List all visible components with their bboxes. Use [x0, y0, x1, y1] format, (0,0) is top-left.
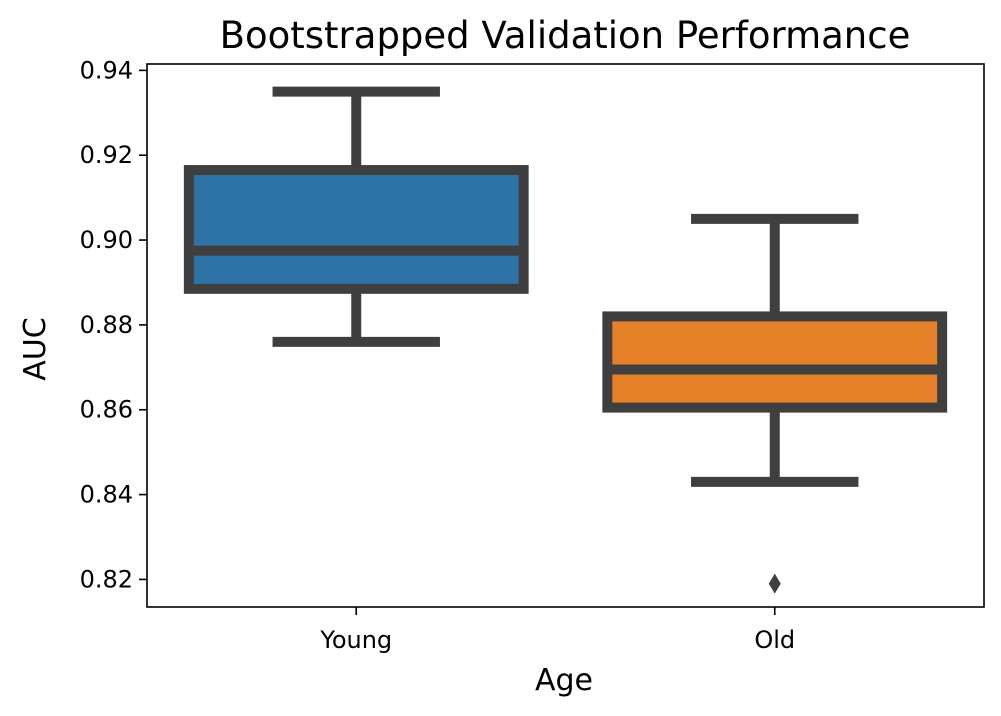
x-tick-label: Old: [754, 626, 795, 654]
box-young: [183, 86, 529, 347]
plot-frame: [146, 63, 985, 608]
iqr-box: [183, 165, 529, 294]
y-tick-label: 0.90: [80, 226, 133, 254]
y-tick-label: 0.88: [80, 311, 133, 339]
y-axis: 0.82 0.84 0.86 0.88 0.90 0.92 0.94: [80, 56, 147, 593]
y-tick-label: 0.94: [80, 56, 133, 84]
x-axis-label: Age: [535, 663, 593, 698]
y-tick-label: 0.82: [80, 565, 133, 593]
box-old: [602, 213, 948, 594]
y-axis-label: AUC: [18, 317, 53, 380]
y-tick-label: 0.86: [80, 396, 133, 424]
x-tick-label: Young: [319, 626, 392, 654]
y-tick-label: 0.84: [80, 481, 133, 509]
x-axis: Young Old: [319, 607, 795, 654]
boxes-layer: [183, 86, 948, 594]
y-tick-label: 0.92: [80, 141, 133, 169]
iqr-box: [602, 311, 948, 413]
chart-title: Bootstrapped Validation Performance: [220, 14, 911, 57]
outlier-point: [768, 573, 781, 594]
